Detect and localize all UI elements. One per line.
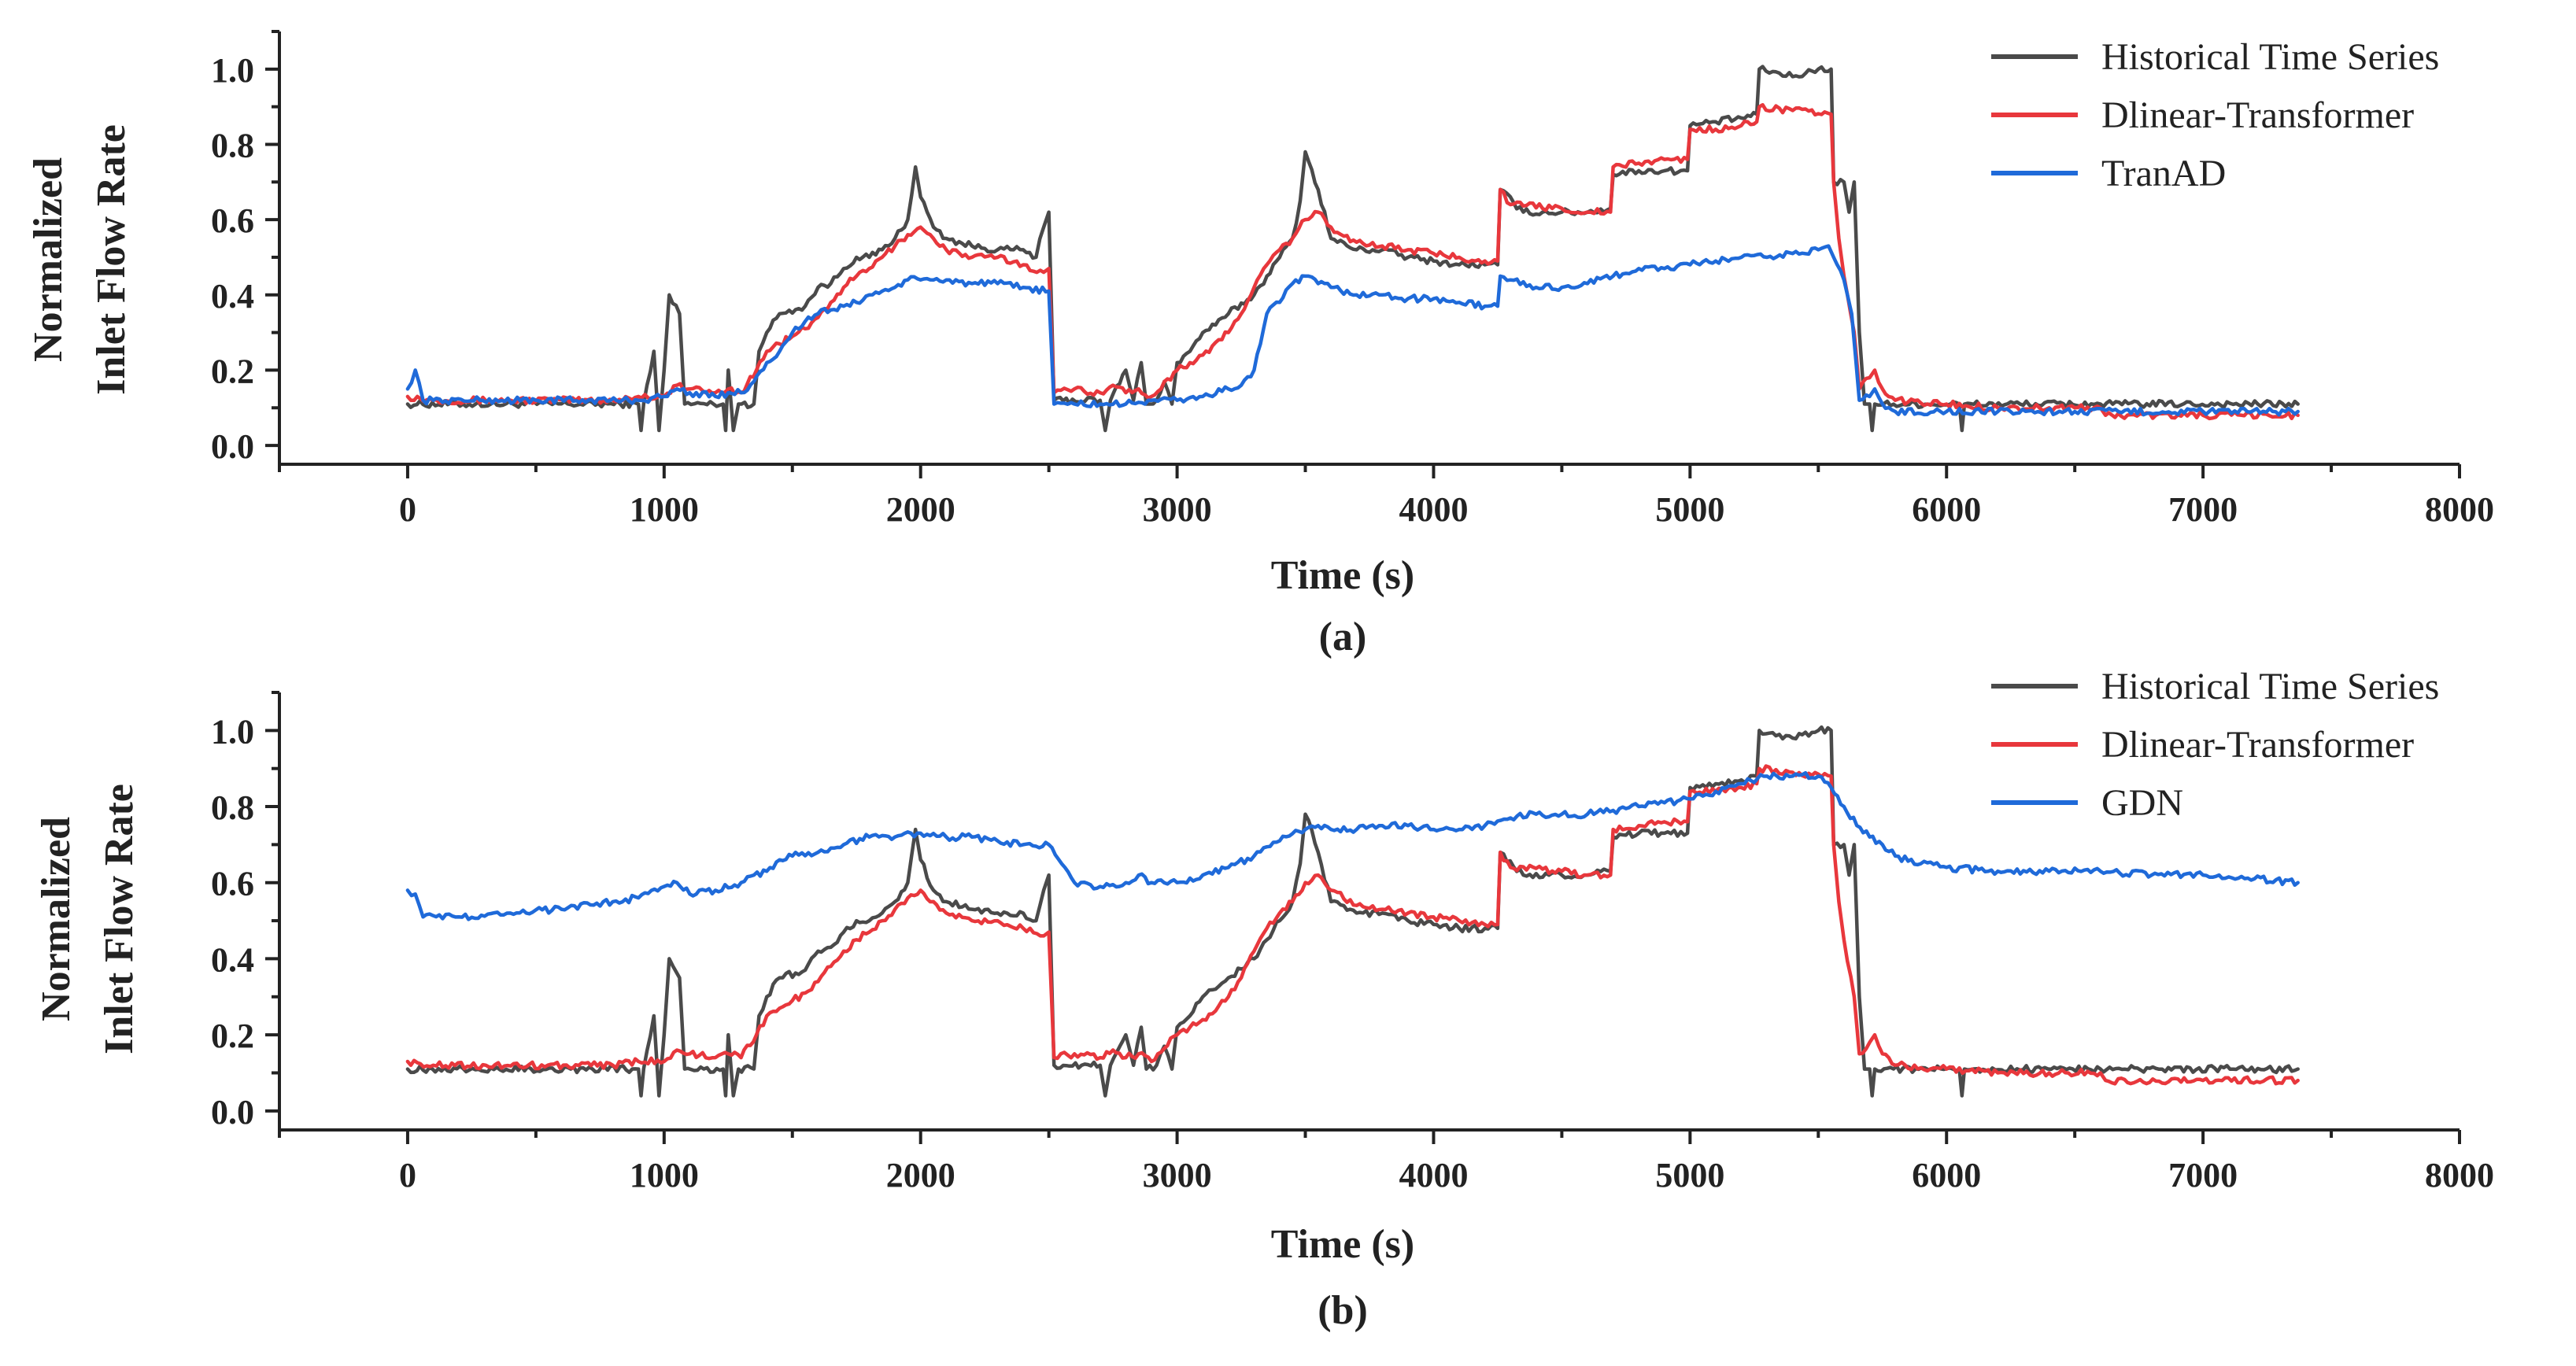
chart-panel-a: Normalized Inlet Flow Rate Time (s) (a) … xyxy=(26,30,2494,659)
series-line-dlinear-transformer xyxy=(405,764,2300,1086)
x-axis-title: Time (s) xyxy=(1271,1222,1414,1267)
y-tick-label: 0.0 xyxy=(211,1093,254,1132)
y-tick-label: 0.8 xyxy=(211,788,254,827)
x-tick-label: 2000 xyxy=(886,490,955,529)
y-tick-label: 0.0 xyxy=(211,427,254,466)
x-axis-title: Time (s) xyxy=(1271,553,1414,598)
series-line-gdn xyxy=(405,770,2300,921)
x-tick-label: 1000 xyxy=(630,490,699,529)
x-tick-label: 5000 xyxy=(1655,490,1724,529)
x-tick-label: 7000 xyxy=(2168,490,2238,529)
legend-entry: TranAD xyxy=(2101,153,2226,194)
series-line-dlinear-transformer xyxy=(405,102,2300,421)
x-tick-label: 8000 xyxy=(2425,490,2494,529)
series-line-historical-time-series xyxy=(405,65,2300,433)
x-tick-label: 7000 xyxy=(2168,1156,2238,1194)
series-line-tranad xyxy=(405,244,2300,417)
y-tick-label: 1.0 xyxy=(211,712,254,751)
x-tick-label: 0 xyxy=(399,1156,416,1194)
y-axis-title-line-1: Normalized xyxy=(26,157,71,362)
x-tick-label: 2000 xyxy=(886,1156,955,1194)
y-tick-label: 0.4 xyxy=(211,277,254,316)
series-line-historical-time-series xyxy=(405,725,2300,1098)
x-tick-label: 3000 xyxy=(1143,490,1212,529)
x-tick-label: 6000 xyxy=(1912,490,1981,529)
legend-entry: GDN xyxy=(2101,782,2183,824)
y-axis-title-line-2: Inlet Flow Rate xyxy=(97,784,142,1054)
x-tick-label: 6000 xyxy=(1912,1156,1981,1194)
x-tick-label: 0 xyxy=(399,490,416,529)
y-tick-label: 0.4 xyxy=(211,940,254,979)
x-tick-label: 8000 xyxy=(2425,1156,2494,1194)
y-axis-title-line-2: Inlet Flow Rate xyxy=(89,124,134,395)
legend-entry: Historical Time Series xyxy=(2101,666,2439,707)
legend-entry: Dlinear-Transformer xyxy=(2101,94,2414,136)
panel-label: (b) xyxy=(1318,1288,1368,1333)
y-tick-label: 0.2 xyxy=(211,352,254,390)
y-tick-label: 0.6 xyxy=(211,201,254,240)
x-tick-label: 1000 xyxy=(630,1156,699,1194)
y-tick-label: 0.6 xyxy=(211,865,254,903)
y-axis-title-line-1: Normalized xyxy=(34,817,79,1021)
x-tick-label: 5000 xyxy=(1655,1156,1724,1194)
y-tick-label: 0.8 xyxy=(211,126,254,164)
legend-entry: Historical Time Series xyxy=(2101,36,2439,78)
legend-entry: Dlinear-Transformer xyxy=(2101,724,2414,766)
x-tick-label: 3000 xyxy=(1143,1156,1212,1194)
x-tick-label: 4000 xyxy=(1399,490,1468,529)
y-tick-label: 1.0 xyxy=(211,51,254,90)
y-tick-label: 0.2 xyxy=(211,1017,254,1055)
x-tick-label: 4000 xyxy=(1399,1156,1468,1194)
chart-panel-b: Normalized Inlet Flow Rate Time (s) (b) … xyxy=(34,666,2494,1333)
panel-label: (a) xyxy=(1319,615,1367,659)
